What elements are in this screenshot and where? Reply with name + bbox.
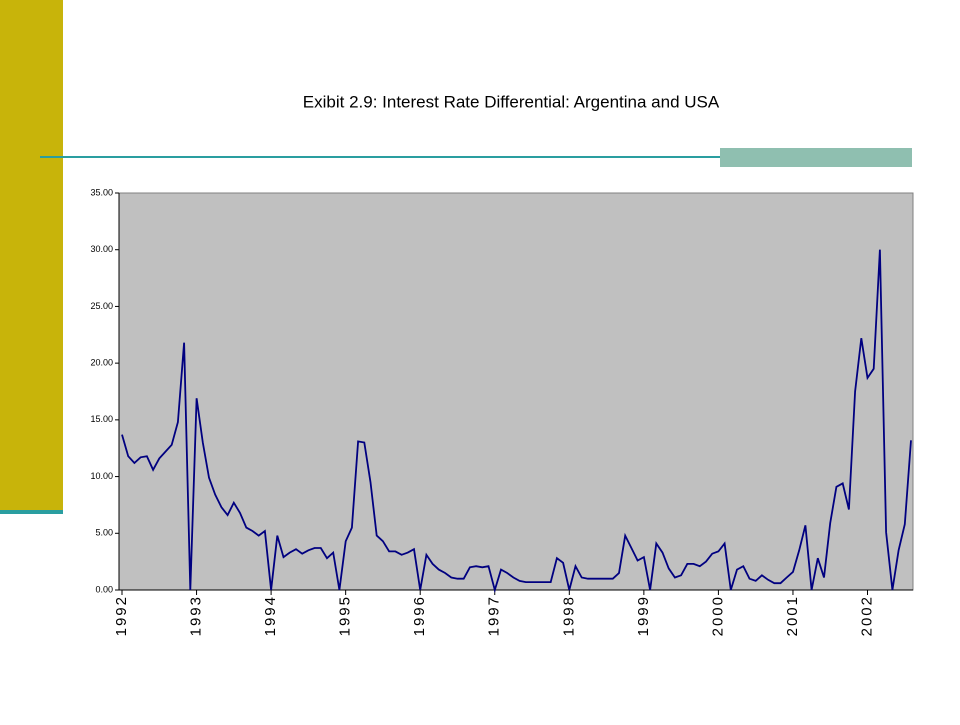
x-tick-label: 1994 [262,595,279,636]
x-tick-label: 1992 [113,595,130,636]
x-tick-label: 1996 [411,595,428,636]
y-tick-label: 0.00 [95,584,113,594]
x-tick-label: 2001 [784,595,801,636]
x-tick-label: 1999 [635,595,652,636]
chart-title: Exibit 2.9: Interest Rate Differential: … [303,92,720,111]
y-tick-label: 20.00 [90,358,113,368]
y-tick-label: 25.00 [90,301,113,311]
x-tick-label: 1998 [560,595,577,636]
x-tick-label: 2000 [709,595,726,636]
side-bar [0,0,63,510]
data-line [121,249,912,594]
x-tick-label: 2002 [858,595,875,636]
x-tick-label: 1995 [337,595,354,636]
y-tick-label: 5.00 [95,528,113,538]
x-tick-label: 1993 [188,595,205,636]
y-tick-label: 35.00 [90,187,113,197]
y-tick-label: 15.00 [90,414,113,424]
side-bar-base [0,510,63,514]
y-tick-label: 10.00 [90,471,113,481]
y-tick-label: 30.00 [90,244,113,254]
plot-area [118,192,914,591]
rule-block [720,148,912,167]
x-tick-label: 1997 [486,595,503,636]
